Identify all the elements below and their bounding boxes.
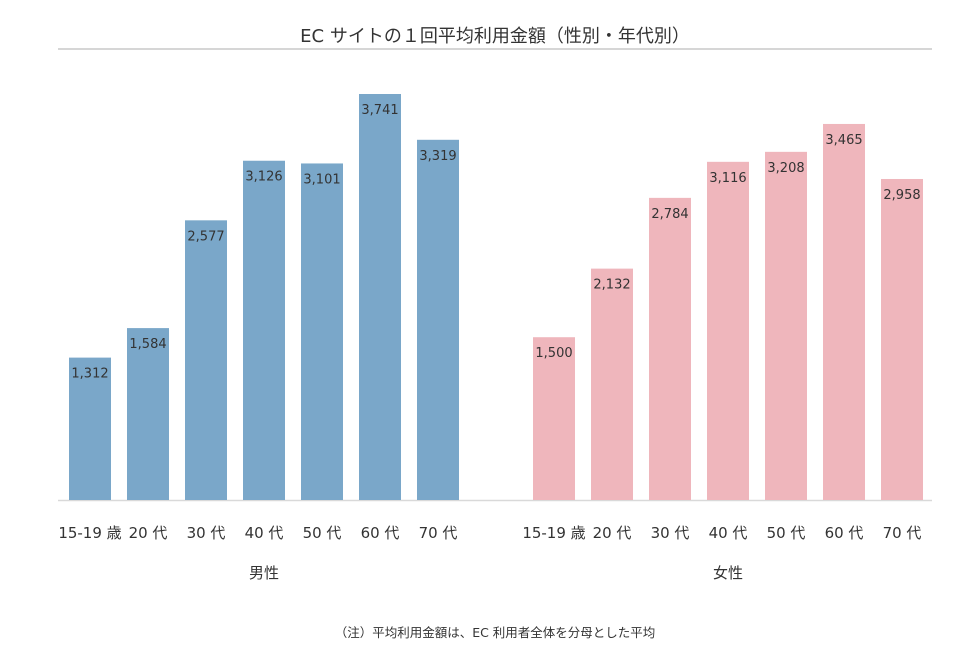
bar-female-3 [707,161,749,500]
data-label: 2,958 [883,188,920,203]
category-label: 30 代 [187,524,226,542]
bar-female-2 [649,197,691,500]
bar-male-3 [243,160,285,500]
category-label: 20 代 [129,524,168,542]
bar-female-6 [881,178,923,500]
category-label: 70 代 [883,524,922,542]
category-label: 15-19 歳 [58,524,121,542]
data-label: 2,784 [651,207,688,222]
data-label: 1,312 [71,367,108,382]
bar-male-4 [301,163,343,500]
data-label: 3,319 [419,149,456,164]
bar-male-6 [417,139,459,500]
bar-male-2 [185,220,227,501]
bar-male-1 [127,328,169,500]
category-label: 50 代 [303,524,342,542]
bar-male-5 [359,94,401,500]
data-label: 3,116 [709,171,746,186]
data-label: 3,126 [245,170,282,185]
category-label: 30 代 [651,524,690,542]
category-label: 40 代 [245,524,284,542]
bar-female-5 [823,123,865,500]
data-label: 3,741 [361,103,398,118]
group-label: 男性 [249,564,279,582]
category-label: 50 代 [767,524,806,542]
data-label: 3,208 [767,161,804,176]
data-label: 3,465 [825,133,862,148]
data-label: 1,500 [535,346,572,361]
category-label: 70 代 [419,524,458,542]
chart-title: EC サイトの１回平均利用金額（性別・年代別） [300,26,690,47]
data-label: 1,584 [129,337,166,352]
data-label: 2,577 [187,229,224,244]
category-label: 20 代 [593,524,632,542]
category-label: 60 代 [825,524,864,542]
footnote: （注）平均利用金額は、EC 利用者全体を分母とした平均 [335,625,656,640]
bar-female-0 [533,337,575,500]
bar-male-0 [69,357,111,500]
category-label: 60 代 [361,524,400,542]
data-label: 3,101 [303,172,340,187]
bar-female-1 [591,268,633,500]
data-label: 2,132 [593,278,630,293]
group-label: 女性 [713,564,743,582]
category-label: 15-19 歳 [522,524,585,542]
category-label: 40 代 [709,524,748,542]
bar-female-4 [765,151,807,500]
